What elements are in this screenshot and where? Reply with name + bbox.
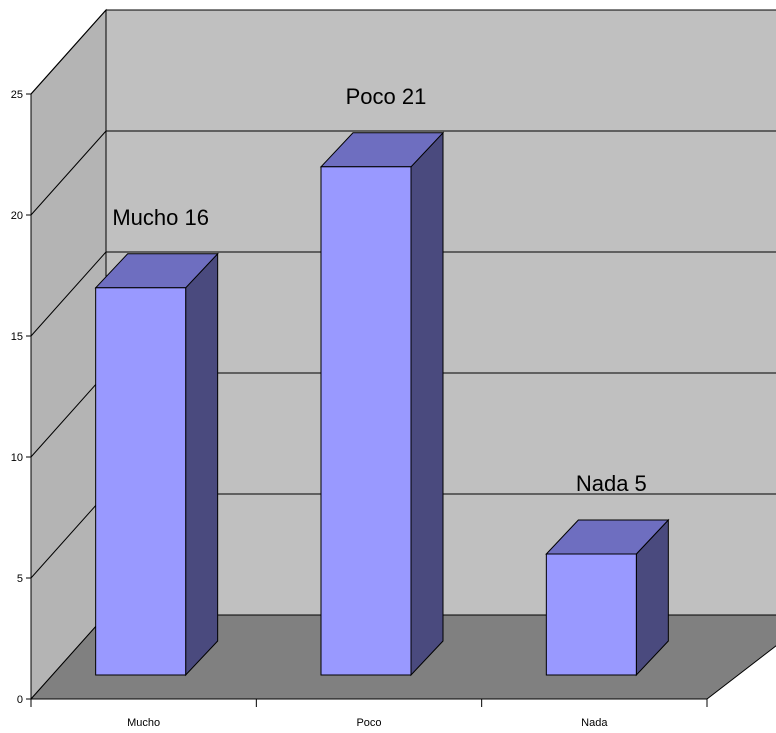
gridlines (30, 9, 776, 579)
gridline-side (30, 372, 107, 458)
bar-poco (319, 131, 445, 677)
y-tick-label: 5 (17, 573, 23, 585)
y-tick-label: 0 (17, 694, 23, 706)
y-tick-label: 10 (11, 452, 23, 464)
gridline-side (30, 9, 107, 95)
bars (94, 131, 670, 677)
bar-front (95, 287, 187, 676)
side-wall (30, 8, 107, 701)
bar-front (545, 553, 637, 676)
data-labels: Mucho 16 Poco 21 Nada 5 (112, 84, 646, 496)
bar-front (320, 166, 412, 676)
y-tick-label: 25 (11, 89, 23, 101)
data-label-mucho: Mucho 16 (112, 205, 209, 230)
gridline-side (30, 251, 107, 337)
x-tick-label: Mucho (127, 717, 160, 729)
gridline-side (30, 130, 107, 216)
axes: 0 5 10 15 20 25 Mucho Poco Nada (11, 89, 708, 729)
y-tick-label: 15 (11, 331, 23, 343)
x-tick-label: Nada (581, 717, 608, 729)
y-tick-label: 20 (11, 210, 23, 222)
bar-mucho (94, 252, 219, 677)
data-label-poco: Poco 21 (346, 84, 427, 109)
data-label-nada: Nada 5 (576, 471, 647, 496)
bar-side (185, 252, 219, 677)
bar-side (410, 131, 444, 677)
x-tick-label: Poco (356, 717, 381, 729)
bar-nada (545, 518, 670, 677)
gridline-side (30, 493, 107, 579)
